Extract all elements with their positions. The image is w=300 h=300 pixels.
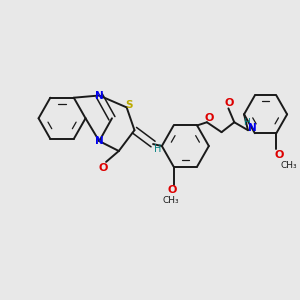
Text: O: O xyxy=(225,98,234,108)
Text: H: H xyxy=(243,118,249,127)
Text: N: N xyxy=(95,91,103,100)
Text: O: O xyxy=(274,150,284,160)
Text: CH₃: CH₃ xyxy=(281,161,297,170)
Text: H: H xyxy=(154,144,162,154)
Text: N: N xyxy=(95,136,103,146)
Text: O: O xyxy=(168,184,177,195)
Text: S: S xyxy=(125,100,132,110)
Text: N: N xyxy=(248,123,257,133)
Text: O: O xyxy=(98,163,108,173)
Text: O: O xyxy=(204,113,214,123)
Text: CH₃: CH₃ xyxy=(162,196,179,205)
